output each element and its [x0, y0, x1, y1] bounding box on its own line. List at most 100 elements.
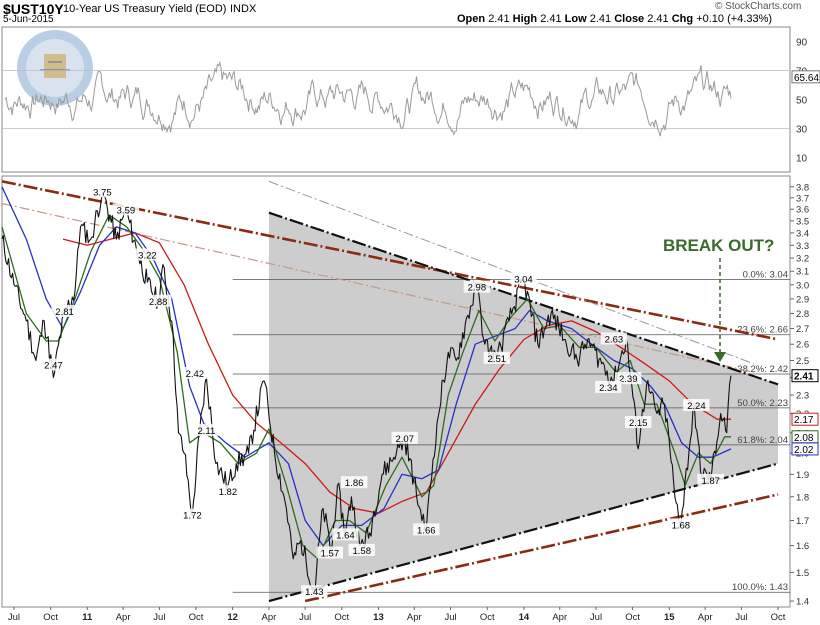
y-tick-label: 1.6	[796, 541, 809, 552]
data-label-bg	[112, 203, 140, 216]
open-value: 2.41	[488, 13, 510, 25]
data-label: 2.39	[619, 374, 638, 385]
breakout-callout: BREAK OUT?	[663, 236, 774, 255]
y-tick-label: 3.3	[796, 241, 809, 252]
exchange: INDX	[230, 3, 257, 15]
security-name: 10-Year US Treasury Yield (EOD)	[63, 3, 227, 15]
high-label: High	[512, 13, 538, 25]
data-label: 2.11	[197, 426, 215, 437]
x-tick-label: Oct	[771, 612, 786, 623]
price-frame	[1, 175, 791, 608]
value-tag-label: 2.02	[794, 445, 814, 456]
data-label-bg	[89, 185, 116, 198]
fibonacci-label: 61.8%: 2.04	[737, 435, 788, 446]
data-label: 1.58	[352, 546, 371, 557]
y-tick-label: 3.2	[796, 254, 809, 265]
data-label-bg	[483, 351, 510, 364]
data-label-bg	[667, 518, 695, 531]
data-label-bg	[615, 372, 642, 385]
data-label-bg	[193, 423, 220, 436]
data-label: 3.75	[93, 187, 112, 198]
x-axis: Jul Oct 11 Apr Jul Oct 12 Apr Jul Oct 13 Apr Jul Oct 1…	[8, 607, 786, 623]
low-label: Low	[564, 13, 587, 25]
high-value: 2.41	[540, 13, 562, 25]
value-tag-label: 2.41	[794, 372, 814, 383]
y-tick-label: 1.5	[796, 568, 809, 579]
y-tick-label: 3.0	[796, 280, 809, 291]
fibonacci-label: 0.0%: 3.04	[743, 269, 788, 280]
data-label: 2.81	[55, 307, 74, 318]
value-tag	[791, 412, 819, 426]
x-tick-label: Apr	[407, 612, 422, 623]
data-label: 2.98	[468, 283, 487, 294]
data-label: 2.42	[186, 369, 205, 380]
data-label: 1.66	[417, 525, 436, 536]
y-tick-label: 2.3	[796, 391, 809, 402]
data-label: 2.88	[149, 297, 168, 308]
data-label-bg	[625, 416, 652, 429]
y-tick-label: 1.7	[796, 516, 809, 527]
data-label-bg	[683, 399, 710, 412]
data-label: 2.15	[629, 418, 648, 429]
data-label-bg	[51, 304, 78, 317]
data-label-bg	[600, 332, 628, 345]
rsi-tick-label: 90	[796, 38, 808, 49]
data-label: 1.82	[219, 487, 238, 498]
fibonacci-label: 100.0%: 1.43	[732, 582, 788, 593]
breakout-arrow-head	[714, 352, 726, 362]
rsi-value-label: 65.64	[794, 73, 819, 84]
x-tick-label: 14	[519, 612, 530, 623]
triangle-upper-line	[268, 211, 779, 386]
value-tag	[791, 442, 819, 456]
data-label-bg	[144, 294, 172, 307]
price-panel: 0.0%: 3.04 23.6%: 2.66 38.2%: 2.42 50.0%: 2…	[1, 175, 819, 608]
x-tick-label: Oct	[43, 612, 58, 623]
x-tick-label: Apr	[698, 612, 713, 623]
data-label: 1.64	[336, 530, 355, 541]
chg-value: +0.10 (+4.33%)	[696, 13, 773, 25]
x-tick-label: Jul	[590, 612, 602, 623]
rsi-tick-label: 30	[796, 125, 808, 136]
y-tick-label: 2.8	[796, 309, 809, 320]
x-tick-label: 12	[227, 612, 238, 623]
moving-average-red	[62, 232, 731, 514]
data-label-bg	[463, 280, 491, 293]
data-label-bg	[179, 508, 206, 521]
data-label-bg	[510, 272, 537, 285]
value-tag-label: 2.17	[794, 415, 814, 426]
data-label: 1.57	[321, 548, 340, 559]
x-tick-label: 13	[373, 612, 384, 623]
x-tick-label: Oct	[625, 612, 640, 623]
trendline-lower-brown	[304, 493, 779, 603]
y-tick-label: 3.6	[796, 205, 809, 216]
chart-header: $UST10Y 10-Year US Treasury Yield (EOD) …	[0, 0, 820, 25]
y-tick-label: 1.8	[796, 492, 809, 503]
y-tick-label: 3.5	[796, 216, 809, 227]
treasury-seal-logo	[17, 30, 93, 106]
data-label: 1.87	[701, 476, 720, 487]
data-label: 3.22	[138, 250, 157, 261]
low-value: 2.41	[589, 13, 612, 25]
x-tick-label: Jul	[299, 612, 311, 623]
x-tick-label: Oct	[334, 612, 349, 623]
data-label: 1.43	[305, 587, 324, 598]
y-tick-label: 1.4	[796, 597, 809, 608]
data-label-bg	[697, 473, 724, 486]
symbol: $UST10Y	[3, 1, 64, 17]
date: 5-Jun-2015	[3, 14, 54, 25]
data-label: 2.51	[488, 354, 507, 365]
rsi-tick-label: 10	[796, 154, 808, 165]
data-label: 3.59	[117, 205, 136, 216]
y-tick-label: 2.5	[796, 356, 809, 367]
data-label: 1.72	[183, 511, 202, 522]
close-label: Close	[614, 13, 645, 25]
x-tick-label: Jul	[445, 612, 457, 623]
data-label-bg	[181, 366, 209, 379]
open-label: Open	[457, 13, 486, 25]
data-label: 2.24	[687, 401, 706, 412]
rsi-panel: 103050709065.64	[1, 26, 820, 173]
rsi-frame	[1, 26, 791, 173]
x-tick-label: Jul	[8, 612, 20, 623]
data-label-bg	[316, 546, 344, 559]
